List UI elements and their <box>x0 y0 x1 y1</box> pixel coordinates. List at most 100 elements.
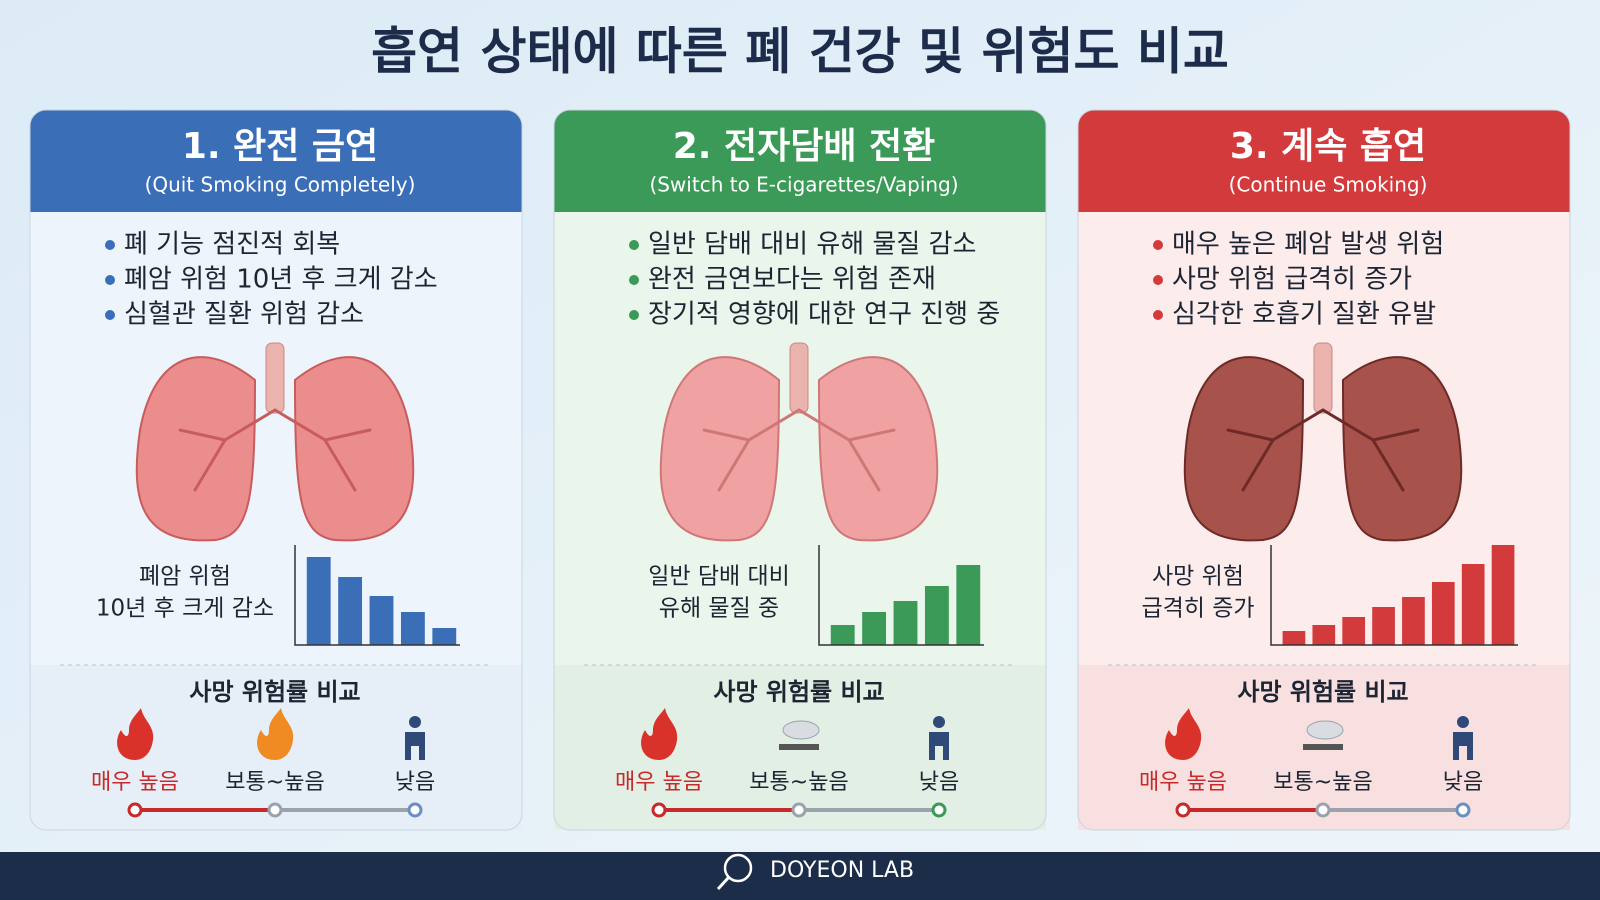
risk-title: 사망 위험률 비교 <box>713 678 884 706</box>
chart-label: 유해 물질 중 <box>659 596 779 622</box>
risk-label: 보통~높음 <box>749 770 848 795</box>
bar <box>1461 564 1485 645</box>
fire-icon <box>257 708 294 760</box>
bullet-text: 완전 금연보다는 위험 존재 <box>648 265 936 295</box>
lung-right <box>293 356 415 542</box>
card-border <box>29 109 523 831</box>
lung-left <box>659 356 781 542</box>
risk-point <box>1315 802 1331 818</box>
bar <box>1282 631 1306 645</box>
bronchi <box>178 408 372 492</box>
bullet <box>629 275 639 285</box>
bar <box>924 586 949 645</box>
trachea <box>789 342 809 414</box>
lung-right <box>1341 356 1463 542</box>
bar <box>1312 625 1336 645</box>
person-head <box>1457 716 1469 728</box>
risk-point <box>931 802 947 818</box>
risk-label: 매우 높음 <box>91 770 179 795</box>
fire-icon <box>1165 708 1202 760</box>
bullet-text: 심혈관 질환 위험 감소 <box>124 300 364 330</box>
bar <box>1342 617 1366 645</box>
bullet <box>1153 240 1163 250</box>
bullet-text: 폐 기능 점진적 회복 <box>124 230 340 260</box>
bullet <box>105 240 115 250</box>
fire-icon <box>641 708 678 760</box>
bullet <box>1153 275 1163 285</box>
risk-title: 사망 위험률 비교 <box>1237 678 1408 706</box>
lung-right <box>817 356 939 542</box>
person-body <box>929 732 949 760</box>
card-heading: 1. 완전 금연 <box>182 126 378 167</box>
card-subheading: (Quit Smoking Completely) <box>145 173 416 197</box>
card-header <box>1078 110 1570 212</box>
risk-label: 보통~높음 <box>1273 770 1372 795</box>
card-border <box>1077 109 1571 831</box>
bullet <box>629 240 639 250</box>
person-head <box>933 716 945 728</box>
bronchi <box>1226 408 1420 492</box>
chart-label: 급격히 증가 <box>1141 596 1254 622</box>
smoke-icon <box>1306 720 1344 740</box>
risk-label: 보통~높음 <box>225 770 324 795</box>
chart-label: 일반 담배 대비 <box>648 564 790 590</box>
bar <box>400 612 425 645</box>
card-subheading: (Continue Smoking) <box>1229 173 1428 197</box>
risk-label: 매우 높음 <box>1139 770 1227 795</box>
bar <box>956 565 981 645</box>
person-head <box>409 716 421 728</box>
trachea <box>265 342 285 414</box>
bullet-text: 폐암 위험 10년 후 크게 감소 <box>124 265 438 295</box>
card-subheading: (Switch to E-cigarettes/Vaping) <box>649 173 958 197</box>
footer-logo <box>716 875 731 891</box>
bullet-text: 장기적 영향에 대한 연구 진행 중 <box>648 300 1000 330</box>
card-border <box>553 109 1047 831</box>
bullet <box>105 310 115 320</box>
risk-label: 낮음 <box>919 770 959 795</box>
footer-logo <box>723 853 753 883</box>
cigarette-icon <box>1303 744 1343 750</box>
bullet <box>1153 310 1163 320</box>
card-heading: 2. 전자담배 전환 <box>673 126 936 167</box>
bar <box>1402 597 1425 645</box>
bar <box>893 601 918 645</box>
chart-label: 폐암 위험 <box>139 564 231 590</box>
footer-text: DOYEON LAB <box>770 858 914 883</box>
bar <box>369 596 394 645</box>
bullet-text: 일반 담배 대비 유해 물질 감소 <box>648 230 976 260</box>
bullet <box>629 310 639 320</box>
bar <box>862 612 887 645</box>
risk-label: 낮음 <box>1443 770 1483 795</box>
bar <box>1491 545 1515 645</box>
risk-point <box>407 802 423 818</box>
risk-point <box>791 802 807 818</box>
page-title: 흡연 상태에 따른 폐 건강 및 위험도 비교 <box>371 23 1229 81</box>
bar <box>432 628 457 645</box>
person-body <box>1453 732 1473 760</box>
card-header <box>554 110 1046 212</box>
chart-axis <box>818 545 984 646</box>
card-header <box>30 110 522 212</box>
cigarette-icon <box>779 744 819 750</box>
bullet <box>105 275 115 285</box>
trachea <box>1313 342 1333 414</box>
lung-left <box>1183 356 1305 542</box>
chart-label: 10년 후 크게 감소 <box>96 596 274 622</box>
bullet-text: 심각한 호흡기 질환 유발 <box>1172 300 1436 330</box>
risk-label: 낮음 <box>395 770 435 795</box>
bar <box>306 557 331 645</box>
fire-icon <box>117 708 154 760</box>
person-body <box>405 732 425 760</box>
risk-point <box>267 802 283 818</box>
bullet-text: 사망 위험 급격히 증가 <box>1172 265 1412 295</box>
bar <box>1372 607 1395 645</box>
card-heading: 3. 계속 흡연 <box>1230 126 1426 167</box>
footer-bar <box>0 852 1600 900</box>
risk-point <box>1455 802 1471 818</box>
chart-label: 사망 위험 <box>1152 564 1244 590</box>
chart-axis <box>1270 545 1518 646</box>
risk-point <box>127 802 143 818</box>
risk-point <box>1175 802 1191 818</box>
bar <box>338 577 363 645</box>
risk-point <box>651 802 667 818</box>
